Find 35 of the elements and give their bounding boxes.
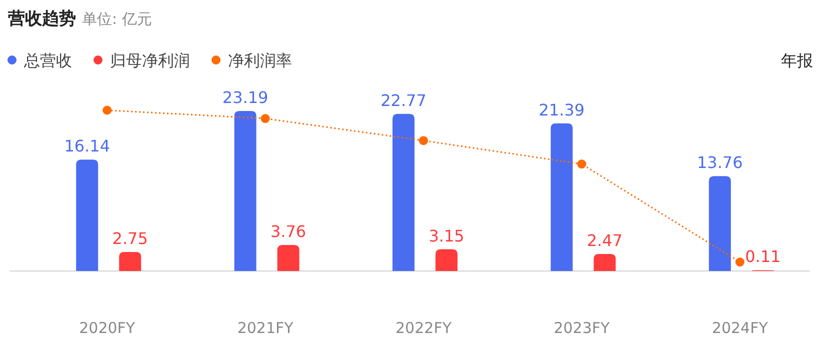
bar bbox=[550, 123, 573, 271]
data-label: 3.15 bbox=[428, 226, 464, 246]
data-label: 23.19 bbox=[222, 88, 268, 107]
data-label: 16.14 bbox=[64, 136, 110, 156]
data-label: 2.47 bbox=[586, 230, 623, 250]
data-label: 22.77 bbox=[380, 90, 426, 110]
legend-label: 总营收 bbox=[23, 51, 72, 70]
x-tick-label: 2021FY bbox=[237, 319, 294, 337]
legend-label: 归母净利润 bbox=[110, 51, 190, 70]
bar bbox=[119, 252, 142, 271]
data-label: 2.75 bbox=[112, 229, 148, 248]
bar bbox=[436, 249, 458, 271]
chart-title: 营收趋势 bbox=[7, 9, 76, 29]
legend-label: 净利润率 bbox=[228, 51, 292, 70]
bar bbox=[594, 254, 616, 271]
data-label: 21.39 bbox=[538, 100, 585, 120]
data-label: 13.76 bbox=[696, 153, 743, 172]
x-tick-label: 2024FY bbox=[712, 319, 769, 337]
data-label: 3.76 bbox=[270, 222, 306, 242]
bar bbox=[708, 176, 731, 271]
text: 年报 bbox=[781, 51, 813, 70]
bar bbox=[76, 160, 98, 271]
x-tick-label: 2022FY bbox=[396, 319, 452, 337]
point bbox=[419, 136, 428, 146]
bar bbox=[277, 245, 300, 271]
chart-subtitle: 单位: 亿元 bbox=[82, 10, 152, 28]
bar bbox=[234, 111, 256, 271]
x-tick-label: 2023FY bbox=[554, 319, 611, 337]
point bbox=[577, 160, 586, 169]
x-tick-label: 2020FY bbox=[79, 319, 136, 337]
bar bbox=[392, 114, 414, 271]
point bbox=[102, 106, 112, 115]
point bbox=[260, 114, 270, 124]
point bbox=[735, 258, 744, 267]
data-label: 0.11 bbox=[745, 247, 781, 266]
